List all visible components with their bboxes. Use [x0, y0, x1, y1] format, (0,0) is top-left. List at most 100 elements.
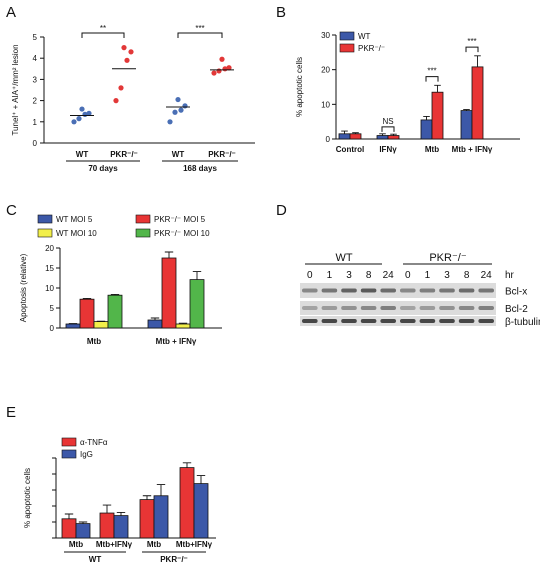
- error-bar: [164, 251, 174, 258]
- time-unit-label: hr: [505, 270, 515, 281]
- significance-bracket: [465, 46, 479, 53]
- bar: [79, 298, 95, 329]
- panel-label-d: D: [276, 202, 287, 219]
- y-tick-label: 5: [33, 33, 38, 42]
- blot-band: [400, 306, 416, 310]
- legend-swatch: [135, 214, 151, 224]
- blot-band: [419, 306, 436, 310]
- error-bar: [182, 462, 192, 468]
- data-point: [124, 57, 130, 63]
- legend-label: PKR⁻/⁻ MOI 5: [154, 215, 206, 224]
- significance-bracket: [177, 32, 223, 38]
- x-category-label: IFNγ: [379, 145, 397, 154]
- legend-label: WT MOI 5: [56, 215, 93, 224]
- legend-swatch: [61, 437, 77, 447]
- timepoint-label: 1: [327, 270, 333, 281]
- blot-row-label: Bcl-x: [505, 287, 527, 298]
- error-bar: [64, 513, 74, 519]
- blot-band: [478, 306, 494, 310]
- x-category-label: Mtb: [87, 337, 101, 346]
- blot-band: [439, 288, 455, 293]
- legend-label: α-TNFα: [80, 438, 108, 447]
- x-group-label: WT: [76, 150, 89, 159]
- blot-band: [400, 288, 416, 293]
- data-point: [216, 68, 222, 74]
- y-tick-label: 15: [45, 264, 54, 273]
- legend-label: PKR⁻/⁻ MOI 10: [154, 229, 210, 238]
- data-point: [128, 49, 134, 55]
- blot-band: [439, 319, 455, 323]
- bar: [61, 518, 77, 539]
- legend-swatch: [61, 449, 77, 459]
- blot-band: [341, 288, 357, 293]
- blot-row-label: Bcl-2: [505, 304, 528, 315]
- x-category-label: Mtb+IFNγ: [176, 540, 213, 549]
- panel-label-b: B: [276, 4, 286, 21]
- data-point: [118, 85, 124, 91]
- data-point: [175, 96, 181, 103]
- data-point: [211, 70, 217, 76]
- blot-strip: [300, 316, 496, 326]
- error-bar: [82, 297, 92, 300]
- timepoint-label: 3: [346, 270, 352, 281]
- error-bar: [116, 511, 126, 516]
- blot-band: [380, 288, 396, 293]
- y-axis-title: % apoptotic cells: [23, 468, 32, 528]
- error-bar: [156, 484, 166, 496]
- bar: [65, 323, 81, 329]
- panel-a-scatter-plot: 0 1 2 3 4 5 Tunel⁺ + AIA⁺/mm² lesion WT PKR⁻/⁻ WT…: [11, 24, 255, 173]
- x-category-label: Mtb+IFNγ: [96, 540, 133, 549]
- error-bar: [474, 55, 481, 67]
- bar: [189, 279, 205, 329]
- bar: [193, 483, 209, 539]
- data-point: [182, 103, 188, 109]
- panel-e-bar-chart: % apoptotic cells Mtb Mtb+IFNγ Mtb Mtb+IFNγ α…: [23, 437, 216, 564]
- data-point: [167, 119, 173, 125]
- group-label: WT: [89, 555, 102, 564]
- y-tick-label: 3: [33, 75, 38, 84]
- error-bar: [142, 495, 152, 500]
- y-tick-label: 20: [45, 244, 54, 253]
- blot-band: [341, 319, 357, 323]
- y-tick-label: 1: [33, 118, 38, 127]
- significance-marker: ***: [467, 37, 476, 46]
- blot-band: [321, 306, 338, 310]
- blot-strip: [300, 283, 496, 298]
- x-category-label: Mtb: [147, 540, 161, 549]
- bar: [420, 119, 433, 140]
- significance-marker: **: [100, 24, 106, 33]
- bar: [139, 499, 155, 539]
- y-tick-label: 30: [321, 31, 330, 40]
- data-point: [226, 65, 232, 71]
- error-bar: [423, 116, 430, 120]
- significance-bracket: [81, 32, 125, 38]
- error-bar: [341, 130, 348, 134]
- blot-band: [360, 319, 377, 323]
- blot-band: [341, 306, 357, 310]
- legend-label: IgG: [80, 450, 93, 459]
- y-tick-label: 5: [50, 304, 55, 313]
- error-bar: [102, 504, 112, 514]
- significance-marker: NS: [382, 117, 393, 126]
- significance-marker: ***: [427, 67, 436, 76]
- group-label: PKR⁻/⁻: [160, 555, 188, 564]
- data-point: [76, 116, 82, 122]
- bar: [113, 515, 129, 539]
- timepoint-label: 0: [307, 270, 313, 281]
- error-bar: [352, 132, 359, 134]
- error-bar: [110, 293, 120, 296]
- bar: [175, 323, 191, 329]
- legend-label: PKR⁻/⁻: [358, 44, 385, 53]
- panel-b-bar-chart: 0 10 20 30 % apoptotic cells Control IFNγ Mtb Mt…: [295, 31, 520, 154]
- legend-swatch: [37, 228, 53, 238]
- blot-band: [458, 288, 475, 293]
- blot-band: [380, 306, 396, 310]
- bar: [99, 512, 115, 539]
- data-point: [178, 107, 184, 113]
- timepoint-label: 24: [481, 270, 493, 281]
- bar: [147, 319, 163, 329]
- panel-d-western-blot: WT PKR⁻/⁻ 0 1 3 8 24 0 1 3 8 24 hr Bcl-x Bcl-2 β-tubuli…: [300, 252, 540, 328]
- bar: [107, 294, 123, 329]
- data-point: [172, 109, 178, 115]
- y-axis-title: % apoptotic cells: [295, 57, 304, 117]
